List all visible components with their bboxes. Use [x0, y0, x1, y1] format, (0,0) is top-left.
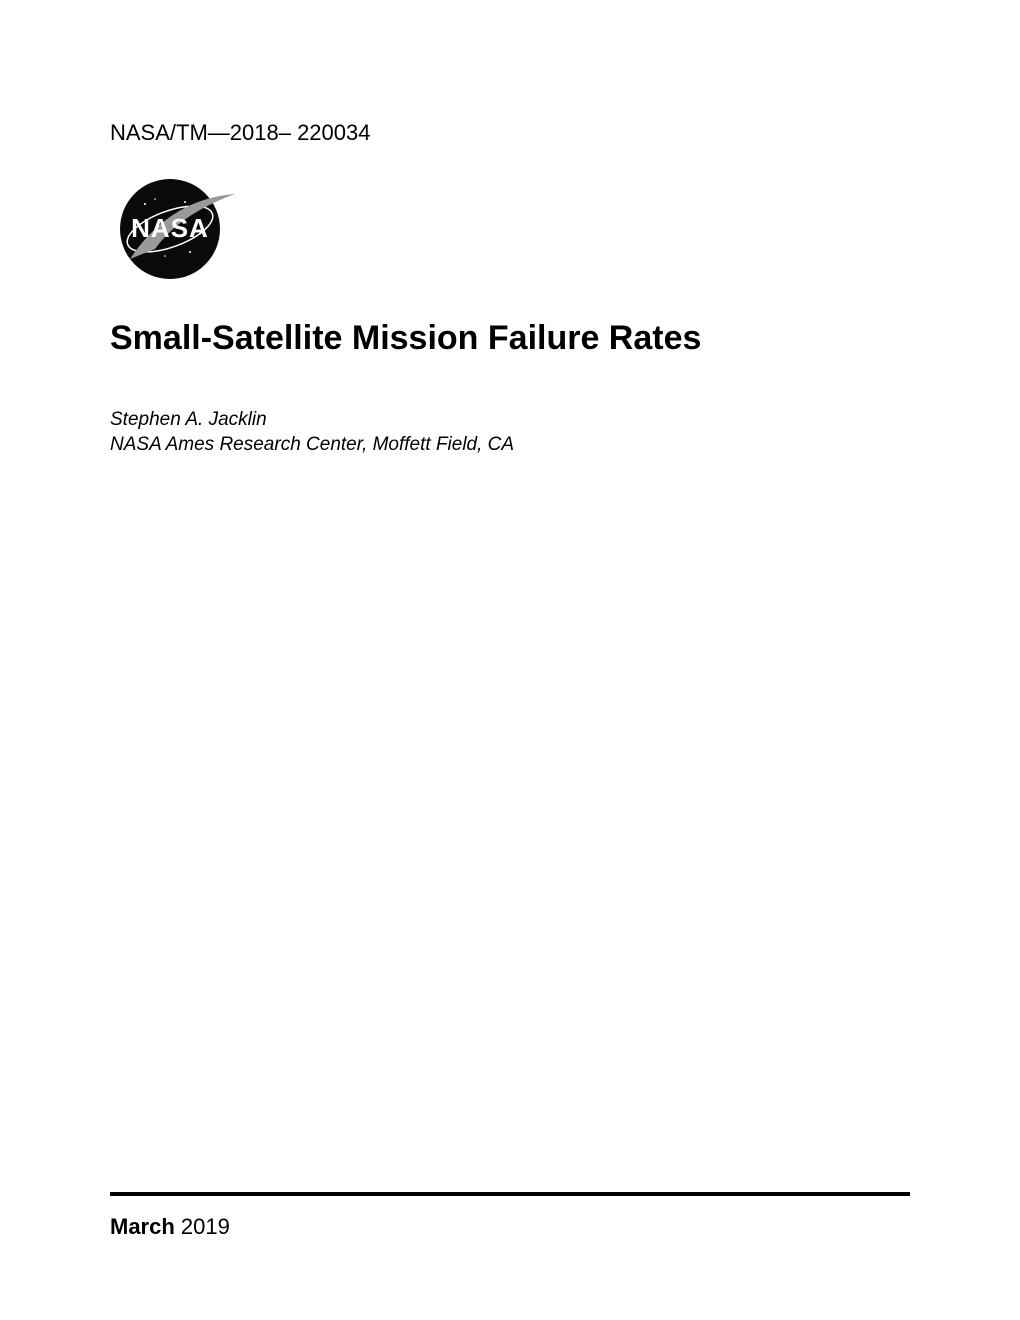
- date-year: 2019: [181, 1214, 230, 1239]
- footer-divider: [110, 1192, 910, 1196]
- content-spacer: [110, 457, 910, 1192]
- document-page: NASA/TM—2018– 220034 NASA Small-Satellit…: [0, 0, 1020, 1320]
- date-month: March: [110, 1214, 175, 1239]
- author-affiliation: NASA Ames Research Center, Moffett Field…: [110, 433, 910, 458]
- nasa-logo-icon: NASA: [110, 174, 240, 284]
- author-name: Stephen A. Jacklin: [110, 408, 910, 433]
- publication-date: March 2019: [110, 1214, 910, 1240]
- svg-text:NASA: NASA: [131, 213, 209, 243]
- nasa-logo-container: NASA: [110, 174, 910, 289]
- document-title: Small-Satellite Mission Failure Rates: [110, 319, 910, 358]
- report-number: NASA/TM—2018– 220034: [110, 120, 910, 146]
